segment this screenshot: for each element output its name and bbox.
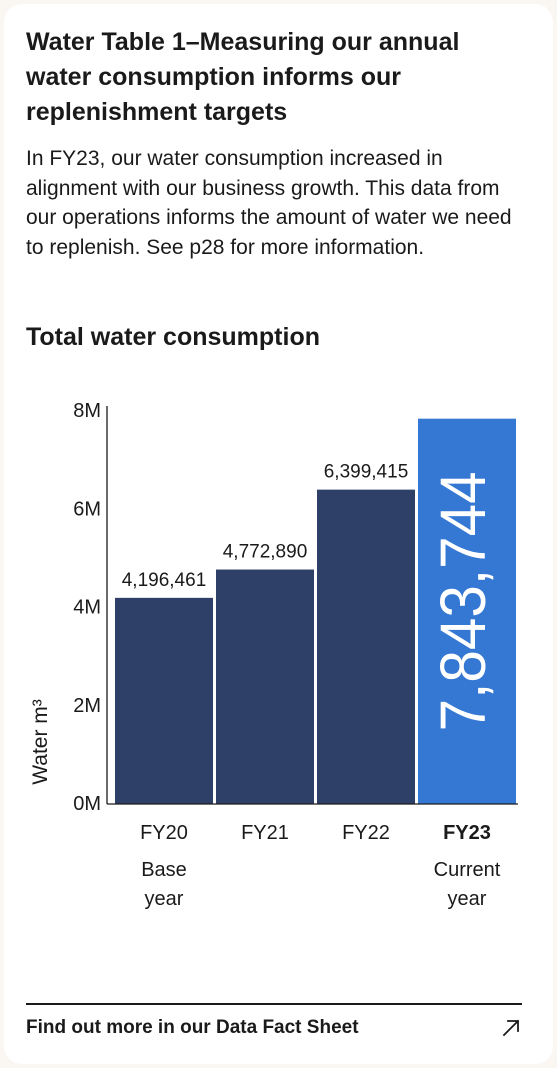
water-consumption-chart: Water m³ 0M 2M 4M 6M 8M 4,196,461 4,772,890 6,… — [29, 400, 518, 910]
y-tick-label: 0M — [73, 793, 101, 815]
bar-fy21 — [216, 569, 314, 804]
y-tick-label: 8M — [73, 400, 101, 422]
bar-value-label-fy23: 7,843,744 — [427, 471, 499, 731]
bar-value-label-fy20: 4,196,461 — [122, 570, 207, 591]
page-description: In FY23, our water consumption increased… — [26, 147, 512, 259]
x-tick-label-fy20: FY20 — [140, 822, 188, 844]
arrow-up-right-icon — [502, 1019, 520, 1037]
y-axis-title: Water m³ — [29, 699, 52, 785]
category-note-fy20: Base — [141, 859, 187, 881]
bar-fy22 — [317, 489, 415, 804]
page-title: Water Table 1–Measuring our annual water… — [26, 28, 460, 126]
chart-title: Total water consumption — [26, 323, 320, 351]
data-fact-sheet-link-label: Find out more in our Data Fact Sheet — [26, 1017, 359, 1038]
bar-value-label-fy21: 4,772,890 — [223, 542, 308, 563]
data-fact-sheet-link[interactable]: Find out more in our Data Fact Sheet — [26, 1010, 522, 1046]
x-tick-label-fy21: FY21 — [241, 822, 289, 844]
category-note-fy23: year — [448, 888, 487, 910]
water-table-card: Water Table 1–Measuring our annual water… — [4, 4, 553, 1064]
x-tick-label-fy23: FY23 — [443, 822, 491, 844]
y-axis-ticks: 0M 2M 4M 6M 8M — [73, 400, 101, 815]
x-axis-labels: FY20 Base year FY21 FY22 FY23 Current year — [140, 822, 501, 910]
category-note-fy20: year — [145, 888, 184, 910]
bar-value-label-fy22: 6,399,415 — [324, 462, 409, 483]
bars — [115, 418, 516, 804]
footer-divider — [26, 1003, 522, 1005]
bar-fy20 — [115, 597, 213, 804]
bar-value-labels: 4,196,461 4,772,890 6,399,415 7,843,744 — [122, 462, 499, 732]
bar-fy23 — [418, 418, 516, 804]
y-tick-label: 2M — [73, 695, 101, 717]
x-tick-label-fy22: FY22 — [342, 822, 390, 844]
y-tick-label: 6M — [73, 498, 101, 520]
y-tick-label: 4M — [73, 597, 101, 619]
category-note-fy23: Current — [434, 859, 501, 881]
